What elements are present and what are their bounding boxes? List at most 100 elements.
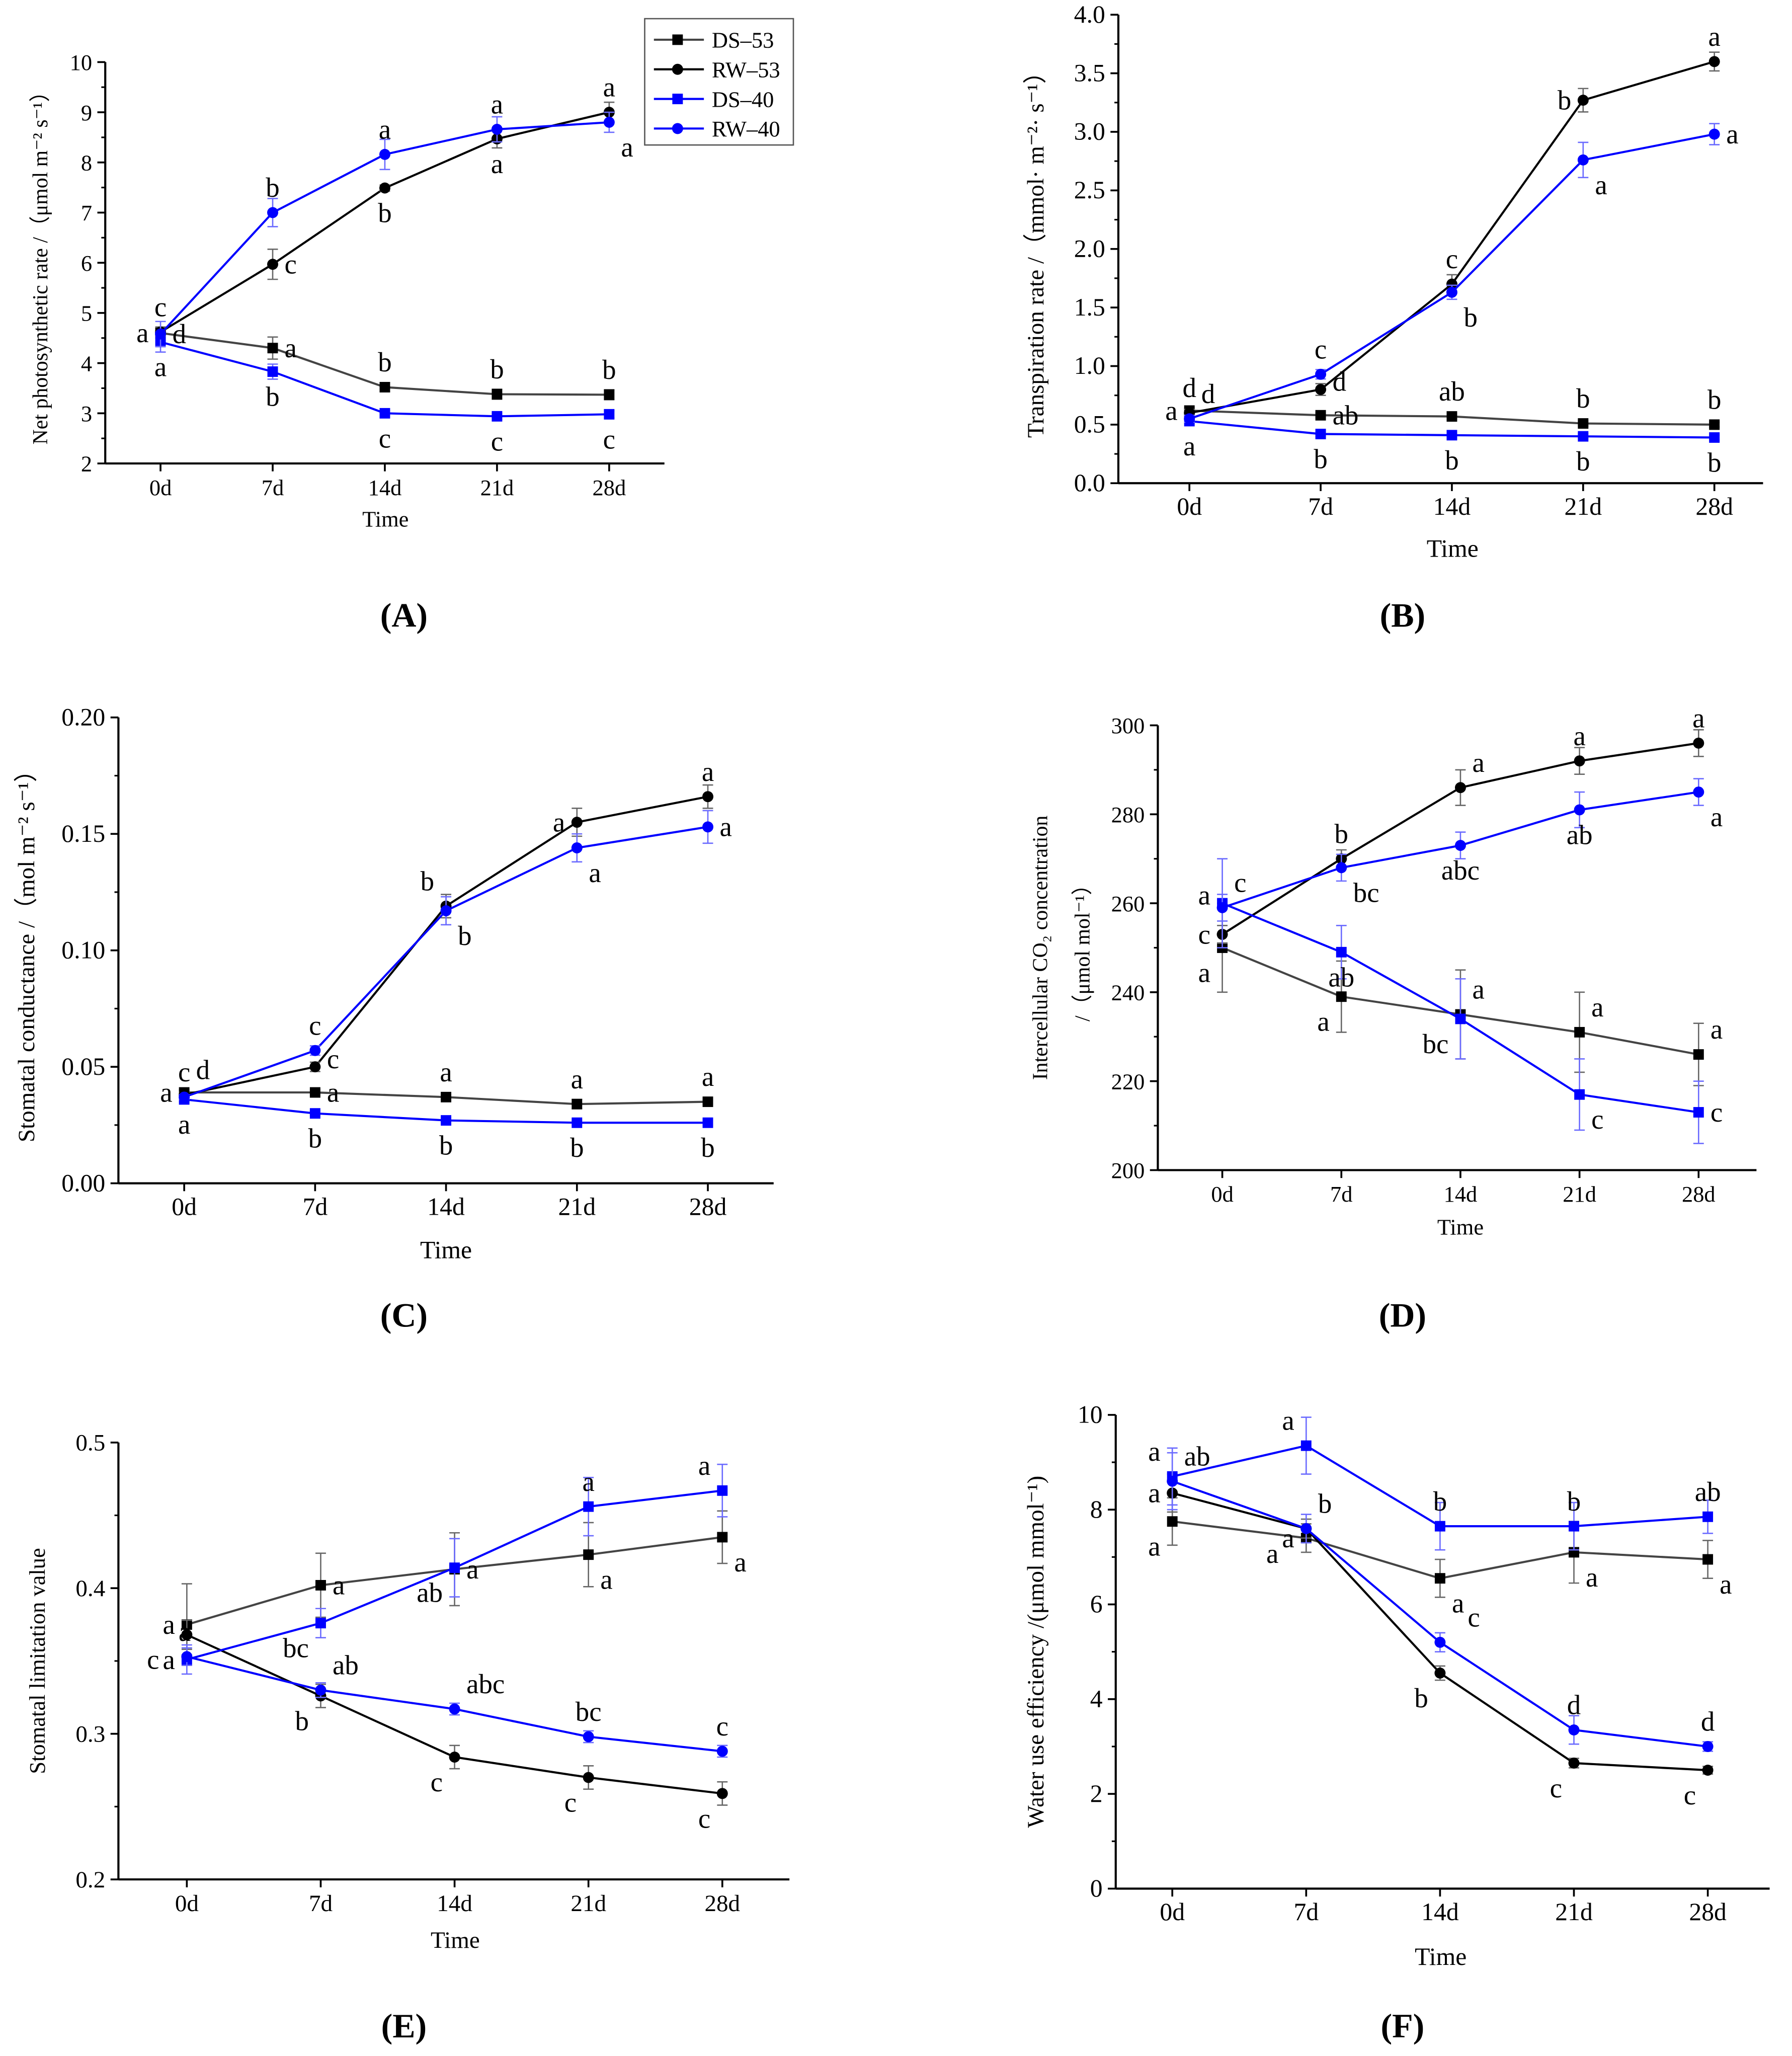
significance-letter: b <box>1433 1486 1447 1517</box>
data-point-circle <box>571 842 583 854</box>
y-tick-label: 220 <box>1111 1069 1145 1094</box>
data-point-circle <box>1336 862 1347 874</box>
data-point-square <box>267 366 278 377</box>
data-point-square <box>315 1579 326 1591</box>
significance-letter: bc <box>576 1696 602 1727</box>
y-axis-title: Stomatal limitation value <box>25 1548 50 1774</box>
significance-letter: a <box>734 1547 746 1577</box>
significance-letter: c <box>1468 1602 1480 1632</box>
legend-marker-square <box>672 34 683 45</box>
significance-letter: ab <box>1333 400 1359 431</box>
y-tick-label: 4 <box>81 351 92 376</box>
data-point-square <box>492 411 503 422</box>
data-point-square <box>572 1098 583 1110</box>
significance-letter: a <box>603 72 615 103</box>
data-point-square <box>267 343 278 354</box>
significance-letter: a <box>379 114 391 144</box>
legend-label: DS–40 <box>712 87 774 112</box>
x-tick-label: 14d <box>427 1193 465 1220</box>
x-axis-title: Time <box>1415 1943 1467 1970</box>
significance-letter: c <box>178 1057 190 1087</box>
data-point-circle <box>1702 1765 1714 1776</box>
data-point-square <box>1574 1026 1585 1038</box>
significance-letter: a <box>698 1450 710 1481</box>
y-tick-label: 0.10 <box>61 936 105 964</box>
data-point-circle <box>1454 840 1466 851</box>
significance-letter: a <box>621 132 633 163</box>
y-tick-label: 4 <box>1090 1685 1103 1712</box>
significance-letter: c <box>154 291 167 322</box>
significance-letter: b <box>570 1132 584 1163</box>
significance-letter: c <box>716 1711 728 1742</box>
x-tick-label: 21d <box>480 475 514 500</box>
data-point-circle <box>716 1788 728 1799</box>
significance-letter: bc <box>283 1633 309 1664</box>
y-tick-label: 7 <box>81 200 92 225</box>
x-tick-label: 0d <box>1160 1898 1185 1926</box>
x-axis-title: Time <box>420 1236 472 1264</box>
data-point-circle <box>1167 1475 1178 1487</box>
data-point-circle <box>379 182 390 194</box>
y-tick-label: 3.0 <box>1074 118 1105 145</box>
x-tick-label: 28d <box>1689 1898 1727 1926</box>
data-point-square <box>583 1549 594 1560</box>
data-point-circle <box>1702 1741 1714 1752</box>
y-tick-label: 260 <box>1111 891 1145 916</box>
data-point-square <box>1336 946 1347 958</box>
significance-letter: a <box>1266 1538 1278 1569</box>
significance-letter: d <box>1567 1690 1581 1720</box>
data-point-circle <box>1568 1724 1580 1735</box>
y-tick-label: 8 <box>81 150 92 175</box>
significance-letter: ab <box>333 1649 359 1680</box>
significance-letter: b <box>266 381 279 412</box>
data-point-circle <box>1446 286 1457 298</box>
significance-letter: ab <box>1184 1441 1210 1471</box>
significance-letter: c <box>1550 1773 1562 1803</box>
data-point-circle <box>309 1045 321 1056</box>
chart-panel-f: 0 2 4 6 8 10 0d 7d 14d 21d 28d Time Water use effici… <box>1023 1401 1770 2045</box>
x-tick-label: 7d <box>309 1890 333 1917</box>
significance-letter: a <box>600 1564 612 1595</box>
data-point-circle <box>181 1651 193 1663</box>
data-point-circle <box>702 821 714 833</box>
data-point-circle <box>1315 368 1327 380</box>
significance-letter: b <box>266 172 279 203</box>
significance-letter: a <box>178 1109 190 1140</box>
y-tick-label: 9 <box>81 100 92 125</box>
significance-letter: c <box>285 249 297 280</box>
significance-letter: b <box>1576 446 1590 477</box>
data-point-square <box>315 1618 326 1629</box>
series-ds-53: a ab ab b b <box>1165 376 1721 430</box>
significance-letter: c <box>564 1787 577 1817</box>
panel-label: (A) <box>380 596 428 634</box>
y-tick-label: 1.0 <box>1074 352 1105 379</box>
significance-letter: ab <box>417 1577 443 1608</box>
significance-letter: b <box>1445 445 1458 476</box>
significance-letter: b <box>1567 1486 1581 1517</box>
significance-letter: a <box>1183 431 1195 461</box>
significance-letter: a <box>1591 992 1603 1022</box>
x-tick-label: 21d <box>1555 1898 1593 1926</box>
significance-letter: a <box>333 1570 345 1601</box>
series-rw-53: c b a a a <box>1198 702 1705 950</box>
significance-letter: a <box>1198 880 1210 911</box>
x-tick-label: 7d <box>303 1193 328 1220</box>
significance-letter: b <box>1707 447 1721 478</box>
data-point-square <box>379 408 390 419</box>
data-point-square <box>1315 429 1326 439</box>
data-point-circle <box>1315 384 1327 396</box>
panel-label: (E) <box>381 2007 427 2045</box>
data-point-circle <box>267 207 278 218</box>
y-tick-label: 0.20 <box>61 703 105 731</box>
significance-letter: c <box>1198 919 1210 950</box>
significance-letter: b <box>308 1123 322 1154</box>
data-point-square <box>449 1562 460 1573</box>
panel-label: (C) <box>380 1296 428 1334</box>
significance-letter: a <box>1708 21 1721 52</box>
significance-letter: abc <box>466 1669 505 1699</box>
significance-letter: ab <box>1567 819 1593 850</box>
significance-letter: b <box>1314 444 1327 475</box>
